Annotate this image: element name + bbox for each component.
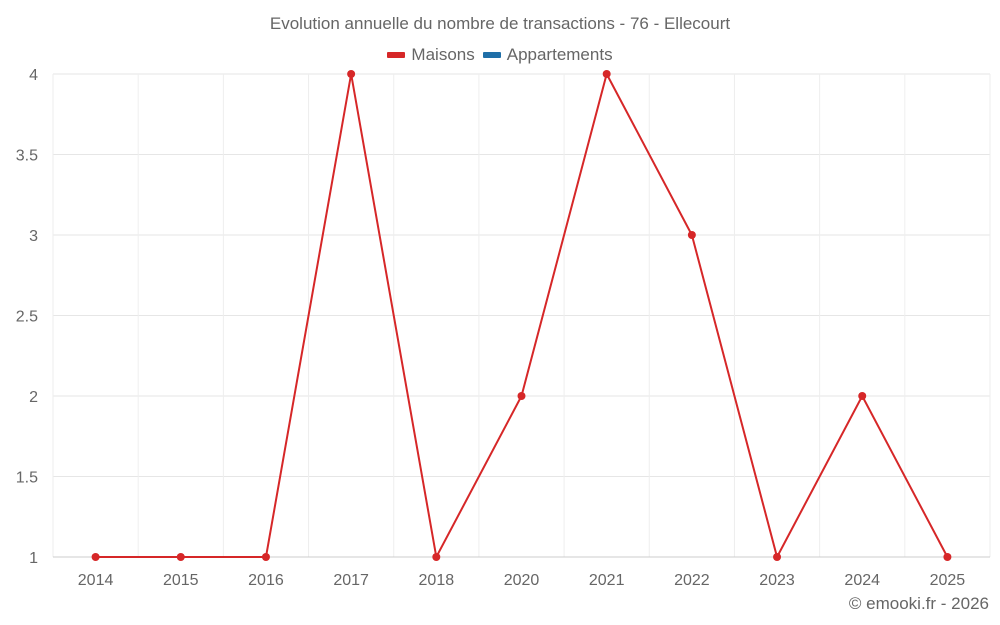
x-tick-label: 2016: [248, 572, 284, 589]
legend-swatch-maisons: [387, 52, 406, 58]
data-point[interactable]: [602, 70, 611, 78]
data-point[interactable]: [858, 392, 867, 400]
y-tick-label: 2.5: [16, 309, 38, 326]
x-tick-label: 2014: [78, 572, 114, 589]
legend-item-maisons[interactable]: Maisons: [387, 45, 475, 65]
x-tick-label: 2021: [589, 572, 625, 589]
data-point[interactable]: [943, 553, 952, 561]
y-tick-label: 3: [29, 228, 38, 245]
x-axis: 2014 2015 2016 2017 2018 2020 2021 2022 2023 2024…: [53, 556, 990, 589]
y-axis: 1 1.5 2 2.5 3 3.5 4: [16, 67, 38, 567]
legend-label-appartements: Appartements: [506, 45, 613, 64]
data-point[interactable]: [261, 553, 270, 561]
legend-item-appartements[interactable]: Appartements: [482, 45, 613, 65]
x-tick-label: 2025: [930, 572, 966, 589]
y-tick-label: 1.5: [16, 470, 38, 487]
copyright-credit: © emooki.fr - 2026: [848, 594, 989, 613]
x-tick-label: 2017: [333, 572, 369, 589]
chart-legend: Maisons Appartements: [0, 45, 1000, 65]
data-point[interactable]: [176, 553, 185, 561]
data-point[interactable]: [347, 70, 356, 78]
x-tick-label: 2015: [163, 572, 199, 589]
x-tick-label: 2020: [504, 572, 540, 589]
data-point[interactable]: [517, 392, 526, 400]
x-tick-label: 2018: [419, 572, 455, 589]
y-tick-label: 2: [29, 389, 38, 406]
legend-swatch-appartements: [482, 52, 501, 58]
y-tick-label: 1: [29, 550, 38, 567]
data-point[interactable]: [91, 553, 100, 561]
x-tick-label: 2022: [674, 572, 710, 589]
data-point[interactable]: [687, 231, 696, 239]
y-tick-label: 4: [29, 67, 38, 84]
x-tick-label: 2023: [759, 572, 795, 589]
data-point[interactable]: [773, 553, 782, 561]
chart-title: Evolution annuelle du nombre de transact…: [269, 14, 731, 33]
x-tick-label: 2024: [844, 572, 880, 589]
series-maisons: [91, 70, 952, 561]
grid-lines: [52, 73, 991, 558]
legend-label-maisons: Maisons: [411, 45, 475, 64]
data-point[interactable]: [432, 553, 441, 561]
y-tick-label: 3.5: [16, 148, 38, 165]
